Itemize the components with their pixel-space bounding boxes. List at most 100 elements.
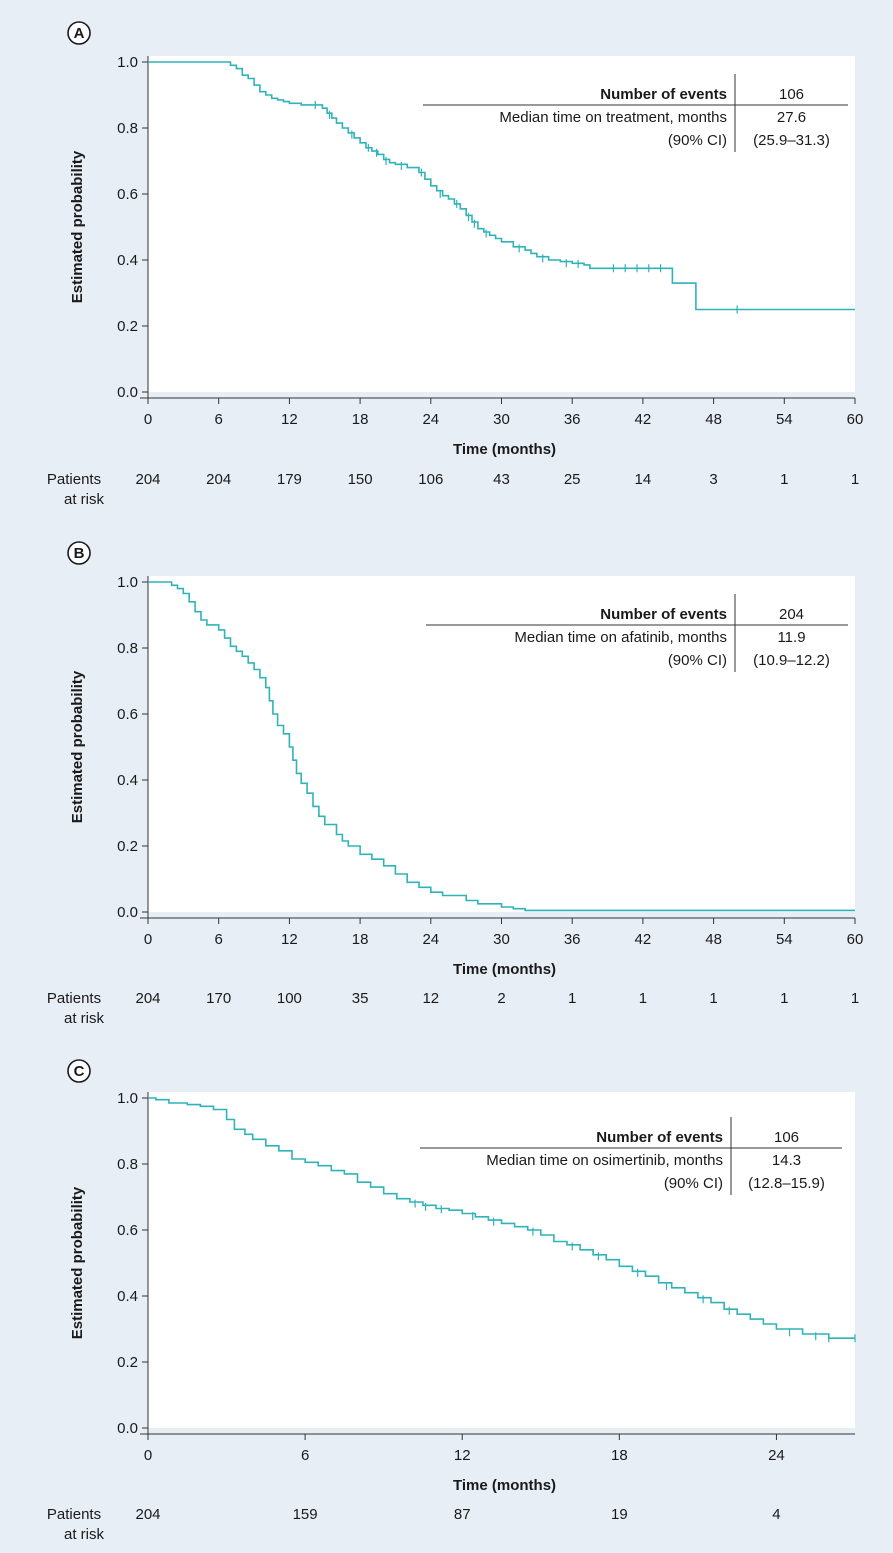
x-tick-label: 0	[144, 1447, 152, 1464]
x-tick-label: 6	[215, 411, 223, 428]
plot-area-b	[148, 576, 855, 912]
at-risk-label: Patients	[47, 471, 101, 488]
x-tick-label: 24	[422, 411, 439, 428]
x-tick-label: 6	[301, 1447, 309, 1464]
panel-label-a: A	[74, 25, 85, 42]
at-risk-count: 1	[709, 990, 717, 1007]
y-tick-label: 0.2	[117, 1354, 138, 1371]
x-tick-label: 54	[776, 931, 793, 948]
at-risk-count: 4	[772, 1506, 780, 1523]
plot-area-c	[148, 1092, 855, 1428]
ci-label: (90% CI)	[668, 652, 727, 669]
at-risk-count: 106	[418, 471, 443, 488]
at-risk-count: 1	[851, 471, 859, 488]
x-tick-label: 12	[454, 1447, 471, 1464]
ci-value: (10.9–12.2)	[753, 652, 830, 669]
x-axis-label-c: Time (months)	[453, 1477, 556, 1494]
x-tick-label: 18	[352, 931, 369, 948]
at-risk-count: 2	[497, 990, 505, 1007]
survival-curve-b	[148, 581, 855, 912]
y-tick-label: 0.8	[117, 640, 138, 657]
at-risk-count: 1	[568, 990, 576, 1007]
x-tick-label: 0	[144, 931, 152, 948]
y-tick-label: 1.0	[117, 1090, 138, 1107]
x-tick-label: 30	[493, 931, 510, 948]
at-risk-count: 204	[135, 990, 160, 1007]
events-label: Number of events	[600, 606, 727, 623]
events-value: 106	[779, 86, 804, 103]
ci-label: (90% CI)	[668, 132, 727, 149]
x-tick-label: 30	[493, 411, 510, 428]
ci-value: (25.9–31.3)	[753, 132, 830, 149]
at-risk-count: 204	[135, 471, 160, 488]
x-tick-label: 48	[705, 931, 722, 948]
at-risk-count: 14	[635, 471, 652, 488]
panel-badge-c	[67, 1059, 91, 1083]
at-risk-count: 159	[293, 1506, 318, 1523]
y-tick-label: 0.0	[117, 384, 138, 401]
x-tick-label: 42	[635, 411, 652, 428]
at-risk-count: 204	[206, 471, 231, 488]
y-axis-label-a: Estimated probability	[69, 150, 86, 303]
at-risk-count: 1	[639, 990, 647, 1007]
at-risk-label: at risk	[64, 1526, 105, 1543]
x-tick-label: 12	[281, 411, 298, 428]
plot-area-a	[148, 56, 855, 392]
y-tick-label: 0.4	[117, 252, 138, 269]
x-tick-label: 24	[768, 1447, 785, 1464]
panel-badge-b	[67, 541, 91, 565]
at-risk-count: 3	[709, 471, 717, 488]
panel-b: B0.00.20.40.60.81.00 6 12 18 24 30 36 42 48 54 60T…	[47, 541, 864, 1027]
y-tick-label: 0.8	[117, 1156, 138, 1173]
x-tick-label: 42	[635, 931, 652, 948]
x-tick-label: 60	[847, 931, 864, 948]
at-risk-count: 35	[352, 990, 369, 1007]
y-tick-label: 1.0	[117, 574, 138, 591]
survival-curve-c	[148, 1097, 855, 1339]
median-label: Median time on osimertinib, months	[486, 1152, 723, 1169]
x-tick-label: 18	[352, 411, 369, 428]
y-axis-label-c: Estimated probability	[69, 1186, 86, 1339]
y-tick-label: 0.6	[117, 186, 138, 203]
at-risk-count: 43	[493, 471, 510, 488]
summary-table-a: Number of events 106 Median time on treatm…	[423, 74, 848, 152]
x-tick-label: 54	[776, 411, 793, 428]
y-tick-label: 0.4	[117, 1288, 138, 1305]
x-tick-label: 12	[281, 931, 298, 948]
panel-c: C 0.0 0.2 0.4 0.6 0.8 1.0 0 6 12 18 24 Time (months)…	[47, 1059, 856, 1543]
x-tick-label: 60	[847, 411, 864, 428]
summary-table-c: Number of events 106 Median time on osimer…	[420, 1117, 842, 1195]
at-risk-count: 100	[277, 990, 302, 1007]
y-tick-label: 0.6	[117, 1222, 138, 1239]
median-value: 14.3	[772, 1152, 801, 1169]
events-label: Number of events	[596, 1129, 723, 1146]
at-risk-count: 179	[277, 471, 302, 488]
at-risk-count: 19	[611, 1506, 628, 1523]
panel-label-b: B	[74, 545, 85, 562]
y-tick-label: 0.2	[117, 318, 138, 335]
x-axis-label-b: Time (months)	[453, 961, 556, 978]
median-value: 27.6	[777, 109, 806, 126]
median-label: Median time on treatment, months	[499, 109, 727, 126]
at-risk-label: at risk	[64, 491, 105, 508]
panel-a: A 0.0 0.2 0.4 0.6 0.8 1.0 0 6 12 18 24 30 36 42 48 54 60 T…	[47, 21, 864, 508]
median-value: 11.9	[777, 629, 805, 646]
events-value: 106	[774, 1129, 799, 1146]
at-risk-count: 12	[422, 990, 439, 1007]
at-risk-label: Patients	[47, 990, 101, 1007]
at-risk-label: at risk	[64, 1010, 105, 1027]
x-tick-label: 36	[564, 411, 581, 428]
y-tick-label: 1.0	[117, 54, 138, 71]
y-tick-label: 0.8	[117, 120, 138, 137]
x-tick-label: 24	[422, 931, 439, 948]
at-risk-count: 1	[780, 471, 788, 488]
y-tick-label: 0.0	[117, 904, 138, 921]
y-tick-label: 0.4	[117, 772, 138, 789]
events-label: Number of events	[600, 86, 727, 103]
y-tick-label: 0.0	[117, 1420, 138, 1437]
y-tick-label: 0.6	[117, 706, 138, 723]
at-risk-count: 87	[454, 1506, 471, 1523]
events-value: 204	[779, 606, 804, 623]
x-tick-label: 6	[215, 931, 223, 948]
x-tick-label: 48	[705, 411, 722, 428]
